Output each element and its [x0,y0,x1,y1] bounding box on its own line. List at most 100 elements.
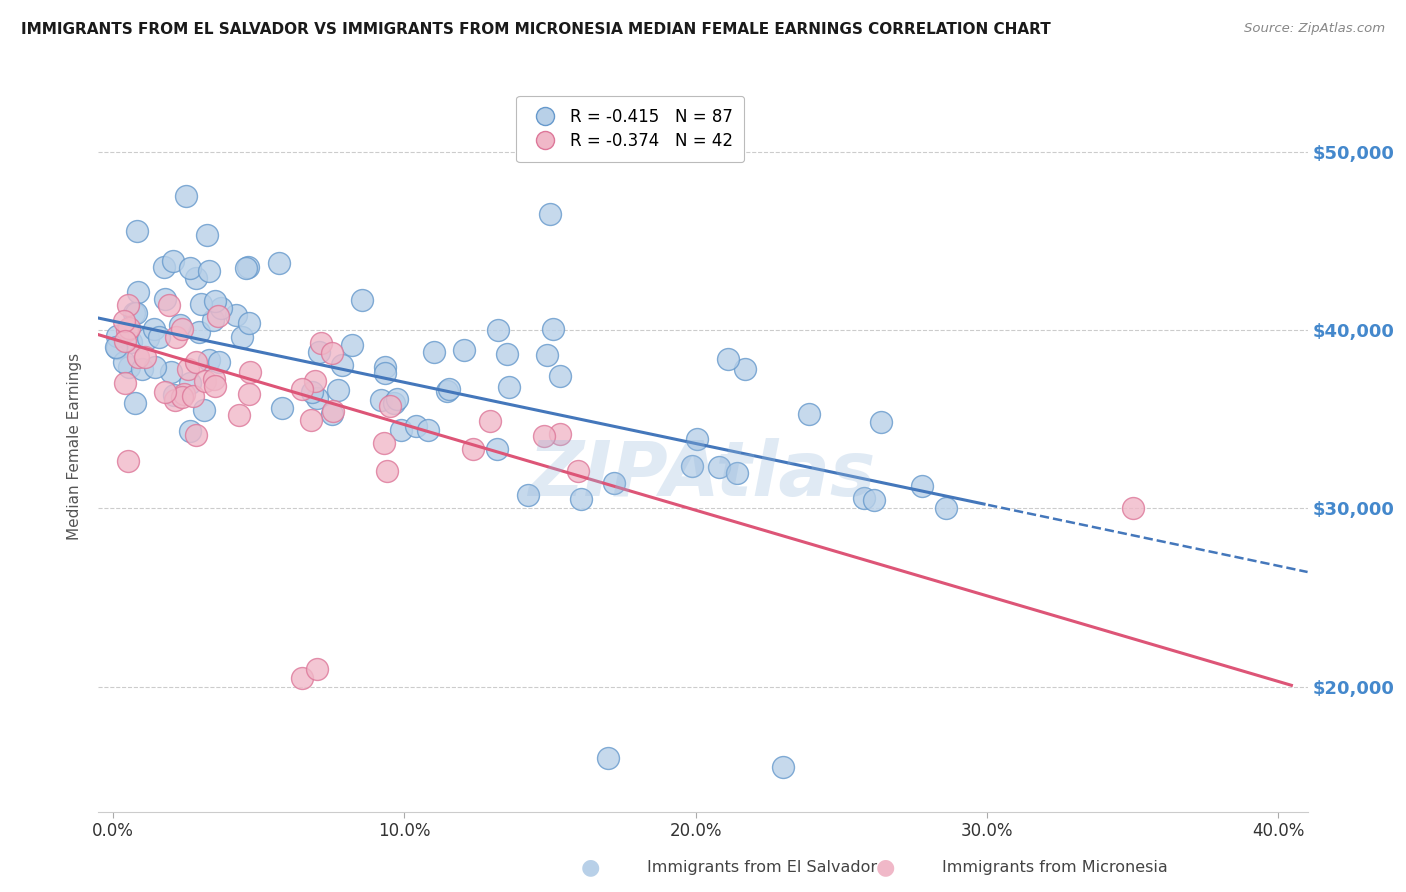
Point [548,369,571,384]
Point [207,310,229,324]
Point [201,313,224,327]
Point [307,391,329,405]
Point [131,362,153,376]
Point [384,395,406,409]
Point [267,256,290,270]
Point [225,308,247,322]
Point [204,378,226,392]
Point [911,479,934,493]
Point [193,403,215,417]
Point [165,393,187,408]
Point [179,424,201,438]
Point [309,336,332,351]
Point [478,413,501,427]
Point [681,458,703,473]
Point [202,372,225,386]
Point [238,316,260,330]
Point [301,413,323,427]
Text: Source: ZipAtlas.com: Source: ZipAtlas.com [1244,22,1385,36]
Point [208,355,231,369]
Point [321,346,343,360]
Point [186,270,208,285]
Point [389,423,412,437]
Point [118,320,141,334]
Point [308,345,330,359]
Point [423,345,446,359]
Point [236,260,259,274]
Point [374,366,396,380]
Point [533,428,555,442]
Point [186,354,208,368]
Point [194,374,217,388]
Point [173,387,195,401]
Text: ●: ● [876,857,896,877]
Point [772,760,794,774]
Point [270,401,292,415]
Point [239,365,262,379]
Point [1122,501,1144,516]
Point [387,392,409,407]
Point [153,384,176,399]
Point [117,323,139,337]
Point [725,466,748,480]
Point [134,350,156,364]
Point [117,297,139,311]
Point [305,662,328,676]
Point [228,408,250,422]
Point [162,253,184,268]
Point [328,383,350,397]
Point [352,293,374,307]
Point [717,352,740,367]
Point [153,292,176,306]
Point [204,293,226,308]
Point [170,322,193,336]
Point [184,427,207,442]
Point [160,365,183,379]
Point [373,435,395,450]
Text: Immigrants from Micronesia: Immigrants from Micronesia [942,860,1168,874]
Point [176,362,198,376]
Point [143,321,166,335]
Y-axis label: Median Female Earnings: Median Female Earnings [67,352,83,540]
Point [209,301,232,315]
Point [120,335,142,350]
Point [603,476,626,491]
Point [114,334,136,348]
Point [153,260,176,275]
Point [169,318,191,333]
Point [165,330,187,344]
Point [127,285,149,300]
Point [707,460,730,475]
Point [124,396,146,410]
Point [163,388,186,402]
Point [291,671,314,685]
Point [127,223,149,237]
Point [340,338,363,352]
Point [935,501,957,516]
Point [112,355,135,369]
Point [321,407,343,421]
Point [122,306,145,320]
Point [105,340,128,354]
Point [870,415,893,429]
Point [370,393,392,408]
Point [797,407,820,421]
Point [157,298,180,312]
Point [179,260,201,275]
Point [538,207,561,221]
Point [734,362,756,376]
Text: Immigrants from El Salvador: Immigrants from El Salvador [647,860,877,874]
Point [322,404,344,418]
Point [598,751,620,765]
Point [231,330,253,344]
Point [453,343,475,358]
Point [238,387,260,401]
Point [852,491,875,505]
Point [112,314,135,328]
Point [375,464,398,478]
Point [498,380,520,394]
Point [117,453,139,467]
Point [517,487,540,501]
Point [374,360,396,375]
Point [685,432,707,446]
